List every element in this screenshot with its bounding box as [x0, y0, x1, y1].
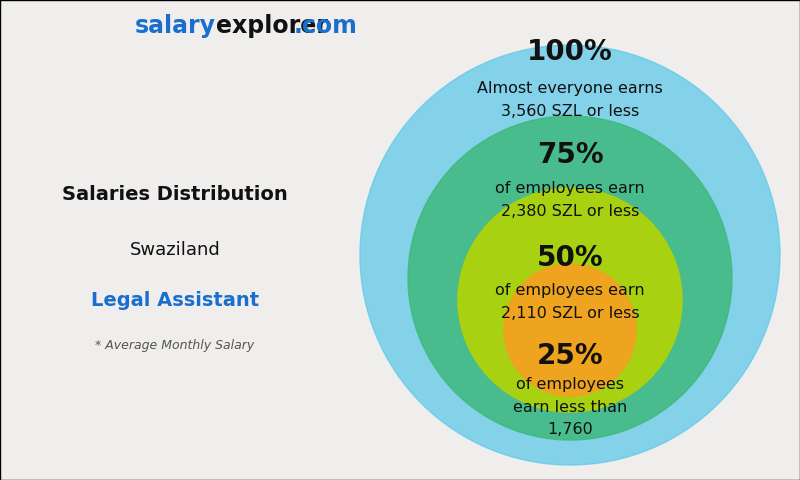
Text: 25%: 25% [537, 342, 603, 370]
Text: of employees earn: of employees earn [495, 283, 645, 298]
Text: of employees: of employees [516, 377, 624, 393]
Ellipse shape [360, 45, 780, 465]
Text: Legal Assistant: Legal Assistant [91, 290, 259, 310]
Ellipse shape [504, 264, 636, 396]
Text: 2,110 SZL or less: 2,110 SZL or less [501, 307, 639, 322]
Text: .com: .com [294, 14, 358, 38]
Text: 100%: 100% [527, 38, 613, 66]
Text: * Average Monthly Salary: * Average Monthly Salary [95, 338, 254, 351]
Text: 2,380 SZL or less: 2,380 SZL or less [501, 204, 639, 219]
Text: earn less than: earn less than [513, 400, 627, 416]
Ellipse shape [408, 116, 732, 440]
Text: Almost everyone earns: Almost everyone earns [477, 81, 663, 96]
Ellipse shape [458, 188, 682, 412]
Text: 50%: 50% [537, 244, 603, 272]
Text: 3,560 SZL or less: 3,560 SZL or less [501, 105, 639, 120]
Text: 1,760: 1,760 [547, 422, 593, 437]
Text: Swaziland: Swaziland [130, 241, 220, 259]
Text: 75%: 75% [537, 141, 603, 169]
Text: Salaries Distribution: Salaries Distribution [62, 185, 288, 204]
Text: of employees earn: of employees earn [495, 180, 645, 195]
Text: salary: salary [135, 14, 216, 38]
Text: explorer: explorer [216, 14, 328, 38]
